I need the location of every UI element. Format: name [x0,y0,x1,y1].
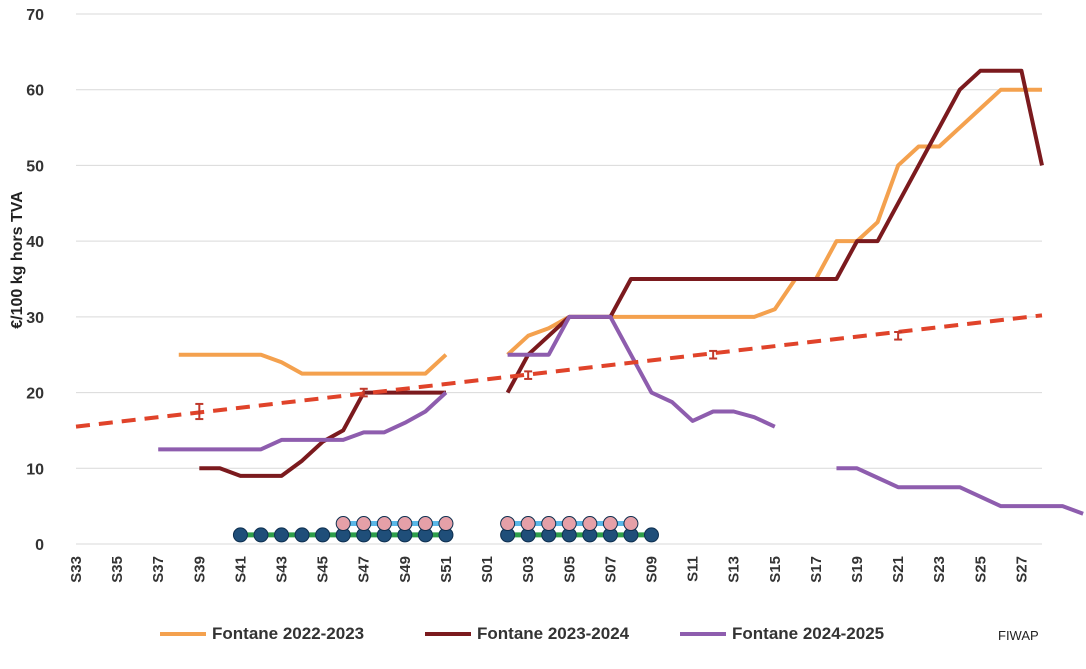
marker-dot [582,516,598,532]
y-tick-label: 20 [26,386,44,403]
x-tick-label: S33 [68,556,85,583]
y-tick-label: 0 [35,537,44,554]
x-tick-label: S15 [767,556,784,583]
series-line-fontane-2024-2025 [507,314,776,429]
x-tick-label: S05 [561,556,578,583]
legend-label: Fontane 2023-2024 [477,624,630,643]
marker-dot [417,516,433,532]
x-tick-label: S19 [849,556,866,583]
marker-dot [335,516,351,532]
series-lines [75,68,1084,516]
x-tick-label: S09 [643,556,660,583]
y-tick-label: 30 [26,310,44,327]
legend-item-2022-2023: Fontane 2022-2023 [160,620,364,648]
legend-swatch [160,632,206,636]
x-tick-label: S25 [972,556,989,583]
series-line-fontane-2022-2023 [178,352,448,376]
series-line-fontane-2024-2025 [836,466,1084,516]
error-markers [195,331,903,421]
source-label: FIWAP [998,628,1039,643]
marker-dot [253,527,269,543]
legend-item-2023-2024: Fontane 2023-2024 [425,620,629,648]
y-tick-label: 70 [26,7,44,24]
x-tick-label: S37 [150,556,167,583]
x-tick-label: S51 [438,556,455,583]
x-tick-label: S21 [890,556,907,583]
legend: Fontane 2022-2023 Fontane 2023-2024 Font… [0,620,1086,650]
y-tick-label: 10 [26,461,44,478]
legend-item-2024-2025: Fontane 2024-2025 [680,620,884,648]
marker-dot [356,516,372,532]
y-axis-label: €/100 kg hors TVA [9,191,26,329]
marker-dot [397,516,413,532]
y-axis-ticks: 0 10 20 30 40 50 60 70 [26,7,44,554]
marker-dot [541,516,557,532]
marker-dot [623,516,639,532]
x-tick-label: S43 [274,556,291,583]
legend-swatch [680,632,726,636]
series-line-fontane-2023-2024 [199,390,446,478]
trend-line [75,313,1043,429]
x-tick-label: S23 [931,556,948,583]
series-line-fontane-2024-2025 [158,391,448,452]
x-tick-label: S03 [520,556,537,583]
x-tick-label: S49 [397,556,414,583]
x-tick-label: S35 [109,556,126,583]
x-tick-label: S27 [1013,556,1030,583]
x-tick-label: S39 [191,556,208,583]
x-tick-label: S01 [479,556,496,583]
legend-swatch [425,632,471,636]
x-tick-label: S11 [685,556,702,582]
x-tick-label: S07 [602,556,619,583]
marker-dot [274,527,290,543]
marker-dot [376,516,392,532]
marker-dot [643,527,659,543]
x-axis-ticks: S33 S35 S37 S39 S41 S43 S45 S47 S49 S51 S01 S03 S05 S… [68,556,1030,583]
marker-dot [520,516,536,532]
marker-series [232,516,659,543]
marker-dot [500,516,516,532]
x-tick-label: S41 [232,556,249,583]
marker-dot [438,516,454,532]
marker-dot [232,527,248,543]
marker-dot [602,516,618,532]
y-tick-label: 40 [26,234,44,251]
x-tick-label: S45 [315,556,332,583]
legend-label: Fontane 2024-2025 [732,624,885,643]
marker-dot [315,527,331,543]
marker-dot [561,516,577,532]
legend-label: Fontane 2022-2023 [212,624,365,643]
x-tick-label: S17 [808,556,825,583]
gridlines [76,13,1042,545]
x-tick-label: S13 [726,556,743,583]
y-tick-label: 50 [26,158,44,175]
x-tick-label: S47 [356,556,373,583]
marker-dot [294,527,310,543]
chart-canvas: 0 10 20 30 40 50 60 70 S33 S35 S37 S39 S41 S43 S45 S47… [9,7,1084,583]
y-tick-label: 60 [26,83,44,100]
